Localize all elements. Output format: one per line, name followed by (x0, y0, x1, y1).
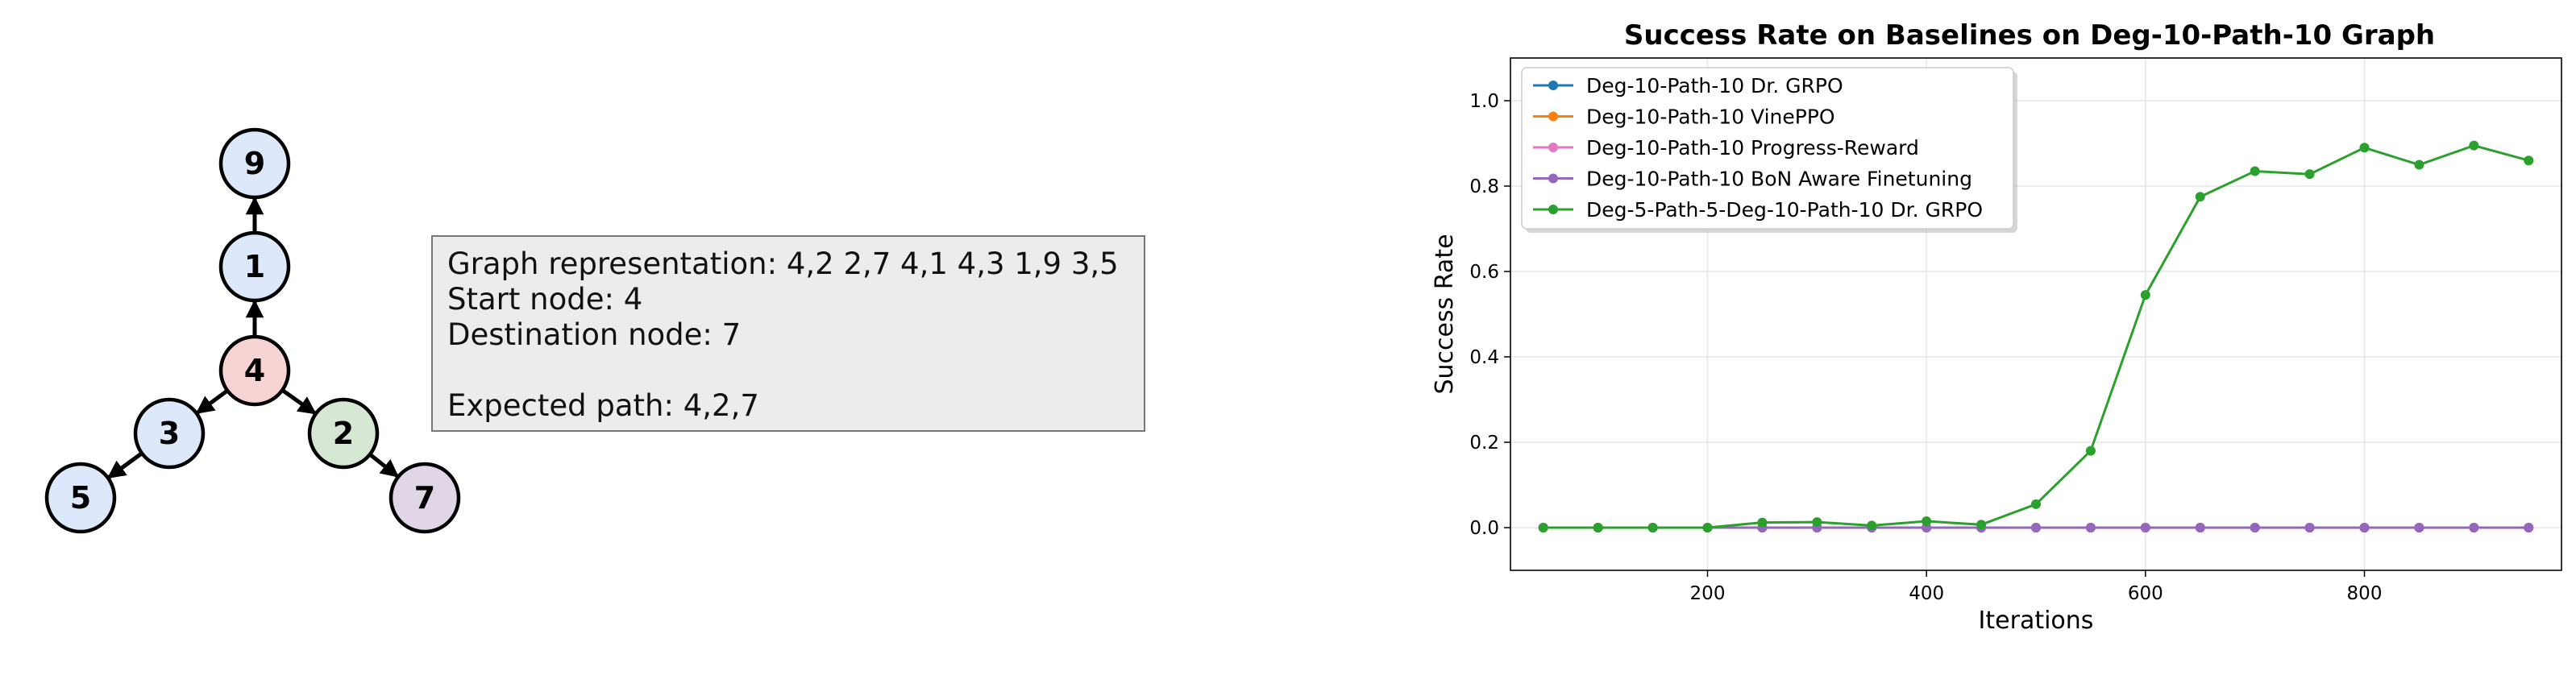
graph-representation-text: Graph representation: 4,2 2,7 4,1 4,3 1,… (447, 246, 1119, 281)
data-point (1922, 516, 1932, 527)
legend-marker (1548, 143, 1558, 152)
data-point (2524, 155, 2534, 166)
series-line-5 (1538, 140, 2534, 532)
edge-3-5 (106, 451, 143, 479)
node-7: 7 (388, 462, 461, 534)
data-point (1593, 523, 1603, 532)
data-point (1702, 523, 1713, 532)
legend-label: Deg-10-Path-10 VinePPO (1586, 106, 1835, 129)
data-point (2414, 523, 2424, 532)
node-label: 7 (414, 480, 435, 516)
y-tick-label: 0.2 (1469, 433, 1499, 454)
node-circle (307, 397, 380, 470)
node-label: 3 (159, 416, 180, 451)
node-circle (218, 127, 291, 200)
data-point (2524, 523, 2534, 532)
data-point (2414, 160, 2424, 170)
legend-entry-1: Deg-10-Path-10 Dr. GRPO (1533, 74, 1843, 97)
destination-node-text: Destination node: 7 (447, 317, 742, 352)
x-tick-label: 600 (2128, 583, 2163, 604)
node-circle (388, 462, 461, 534)
y-axis-label: Success Rate (1431, 234, 1459, 394)
legend-label: Deg-10-Path-10 Progress-Reward (1586, 136, 1919, 160)
data-point (2140, 523, 2150, 532)
legend-entry-4: Deg-10-Path-10 BoN Aware Finetuning (1533, 168, 1972, 191)
legend-entry-5: Deg-5-Path-5-Deg-10-Path-10 Dr. GRPO (1533, 198, 1983, 222)
edge-2-7 (368, 453, 400, 478)
node-9: 9 (218, 127, 291, 200)
node-circle (218, 334, 291, 407)
chart-title: Success Rate on Baselines on Deg-10-Path… (1624, 19, 2435, 52)
edge-4-3 (195, 388, 229, 415)
data-point (2085, 523, 2096, 532)
y-tick-label: 0.6 (1469, 262, 1499, 283)
legend-marker (1548, 81, 1558, 90)
node-label: 5 (70, 480, 91, 516)
x-tick-label: 800 (2347, 583, 2383, 604)
start-node-text: Start node: 4 (447, 282, 643, 317)
data-point (2250, 166, 2260, 176)
x-axis-label: Iterations (1979, 607, 2094, 635)
node-circle (133, 397, 206, 470)
node-label: 1 (244, 249, 265, 284)
data-point (2359, 523, 2370, 532)
data-point (2250, 523, 2260, 532)
legend-label: Deg-10-Path-10 Dr. GRPO (1586, 74, 1843, 97)
expected-path-text: Expected path: 4,2,7 (447, 388, 759, 423)
legend-box (1521, 67, 2014, 230)
data-point (2304, 169, 2315, 180)
y-tick-label: 0.0 (1469, 518, 1499, 539)
data-point (2140, 290, 2150, 300)
x-tick-label: 200 (1690, 583, 1726, 604)
data-point (1976, 520, 1987, 530)
data-point (1812, 517, 1822, 528)
node-2: 2 (307, 397, 380, 470)
legend-entry-2: Deg-10-Path-10 VinePPO (1533, 106, 1835, 129)
blank-line (447, 353, 1129, 388)
data-point (2031, 499, 2041, 509)
data-point (1757, 517, 1768, 528)
node-5: 5 (44, 462, 117, 534)
node-1: 1 (218, 230, 291, 303)
node-label: 9 (244, 146, 265, 181)
edge-4-2 (280, 388, 317, 416)
legend-entry-3: Deg-10-Path-10 Progress-Reward (1533, 136, 1919, 160)
legend-marker (1548, 173, 1558, 184)
data-point (2031, 523, 2041, 532)
data-point (1647, 523, 1658, 532)
data-point (2469, 523, 2479, 532)
data-point (2195, 523, 2205, 532)
legend-label: Deg-5-Path-5-Deg-10-Path-10 Dr. GRPO (1586, 198, 1983, 222)
data-point (2195, 192, 2205, 202)
data-point (1538, 523, 1548, 532)
success-rate-chart: Success Rate on Baselines on Deg-10-Path… (1431, 19, 2562, 635)
plot-frame (1510, 57, 2562, 571)
data-point (2469, 140, 2479, 151)
y-tick-label: 1.0 (1469, 91, 1499, 112)
legend-marker (1548, 205, 1558, 214)
x-tick-label: 400 (1909, 583, 1944, 604)
y-tick-label: 0.8 (1469, 176, 1499, 197)
graph-diagram: 9 1 4 3 2 5 7 (44, 127, 461, 534)
data-point (1867, 520, 1877, 531)
node-label: 4 (244, 353, 265, 388)
node-4: 4 (218, 334, 291, 407)
prompt-info-box: Graph representation: 4,2 2,7 4,1 4,3 1,… (431, 235, 1145, 432)
y-tick-label: 0.4 (1469, 347, 1499, 368)
node-circle (218, 230, 291, 303)
data-point (2085, 445, 2096, 456)
data-point (2304, 523, 2315, 532)
legend-label: Deg-10-Path-10 BoN Aware Finetuning (1586, 168, 1972, 191)
legend-marker (1548, 111, 1558, 122)
node-label: 2 (333, 416, 354, 451)
data-point (2359, 143, 2370, 153)
node-circle (44, 462, 117, 534)
node-3: 3 (133, 397, 206, 470)
